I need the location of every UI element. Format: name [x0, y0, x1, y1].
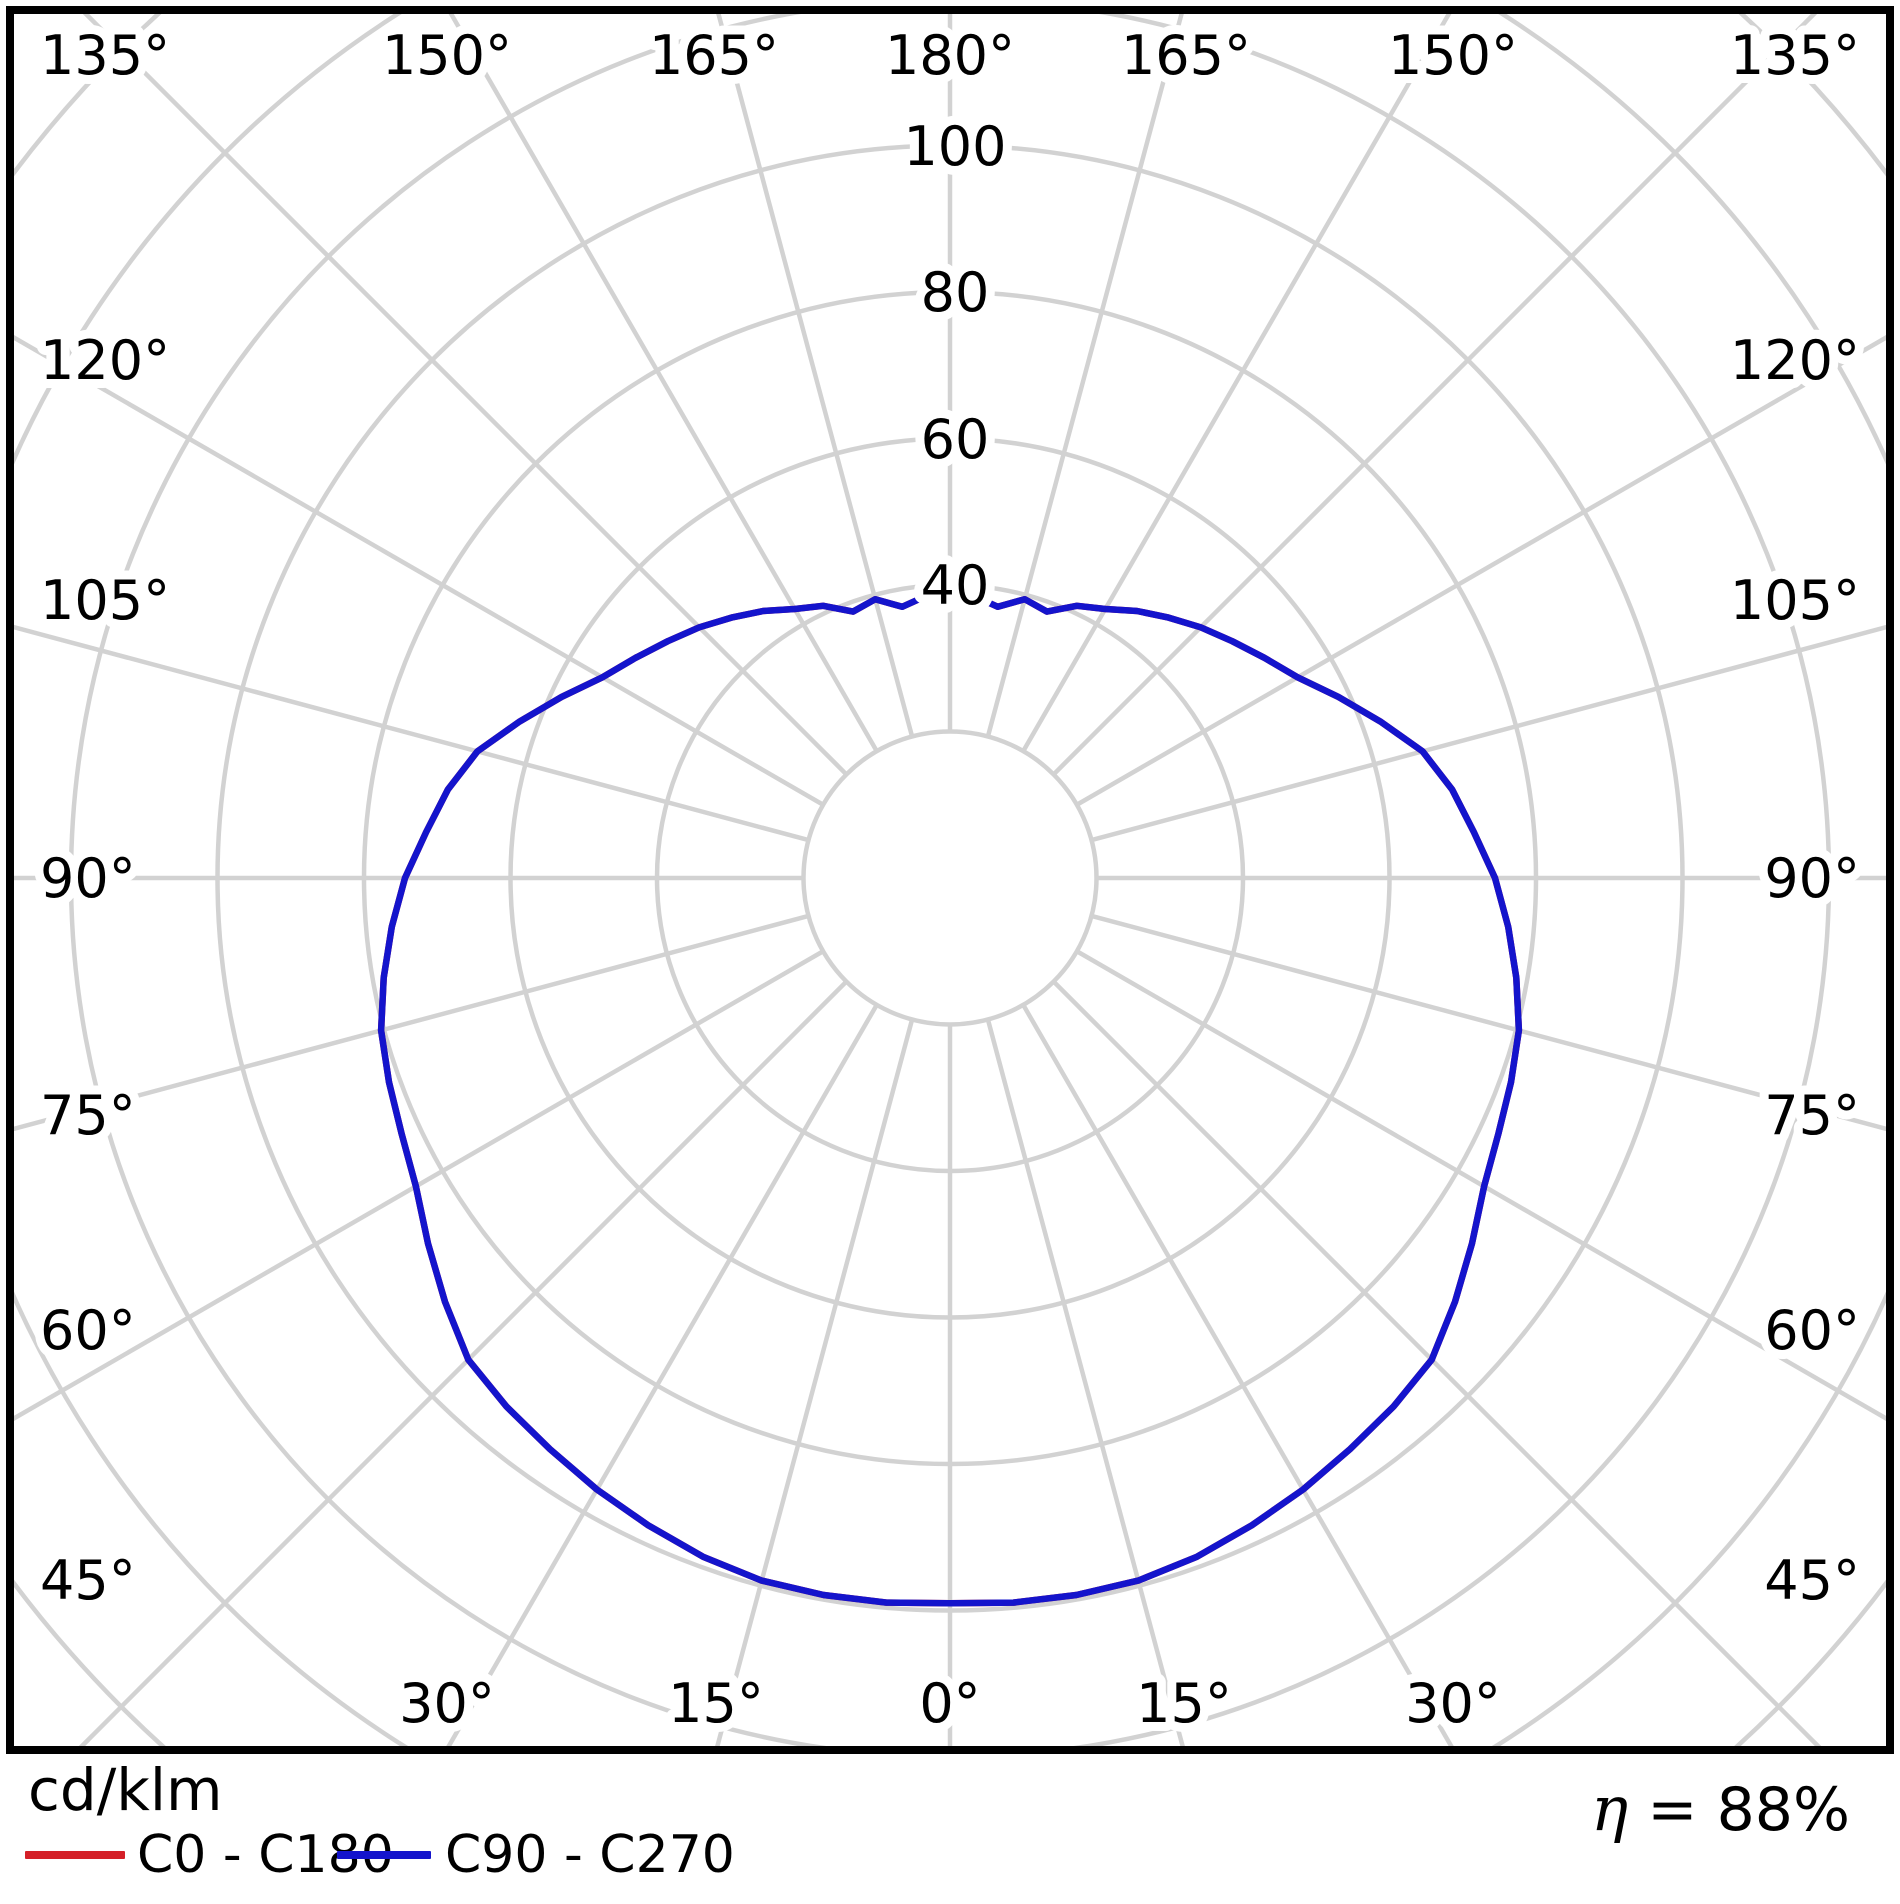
grid-ray-15 [1090, 913, 1886, 1132]
angle-label-45-bottom-right-corner: 45° [1764, 1549, 1860, 1612]
angle-label-90-left: 90° [40, 847, 136, 910]
grid-ray-165 [14, 913, 810, 1132]
angle-label-120-left: 120° [40, 329, 170, 392]
grid-ray-240 [448, 14, 879, 753]
legend: C0 - C180 C90 - C270 [25, 1820, 1225, 1890]
grid-ray-330 [1075, 335, 1886, 807]
angle-label-75-right: 75° [1764, 1084, 1860, 1147]
curves [377, 593, 1523, 1607]
grid-ray-135 [78, 980, 848, 1746]
grid-ray-345 [1090, 624, 1886, 843]
angle-label-75-left: 75° [40, 1084, 136, 1147]
grid-ray-210 [14, 335, 825, 807]
radial-tick-label-80: 80 [921, 261, 990, 324]
angle-label-45-bottom-left-corner: 45° [40, 1549, 136, 1612]
angle-label-90-right: 90° [1764, 847, 1860, 910]
legend-item-c90-c270: C90 - C270 [337, 1820, 735, 1890]
angle-label-15-bottom-left: 15° [668, 1672, 764, 1735]
c90-c270-curve [377, 593, 1523, 1607]
angle-label-105-right: 105° [1730, 569, 1860, 632]
angle-label-150-top-right: 150° [1388, 24, 1518, 87]
grid-ring-20 [801, 729, 1099, 1027]
grid-ray-30 [1075, 949, 1886, 1421]
angle-label-135-top-right-corner: 135° [1730, 24, 1860, 87]
angle-label-60-right: 60° [1764, 1299, 1860, 1362]
grid-ray-105 [715, 1018, 915, 1746]
grid-ray-45 [1052, 980, 1822, 1746]
angle-label-150-top-left: 150° [382, 24, 512, 87]
c90-c270-line-swatch [337, 1851, 431, 1859]
plot-frame [6, 6, 1894, 1754]
angle-label-165-top-left: 165° [649, 24, 779, 87]
units-label: cd/klm [28, 1756, 223, 1824]
legend-label-c90-c270: C90 - C270 [445, 1825, 735, 1885]
grid-ray-150 [14, 949, 825, 1421]
grid-ray-300 [1021, 14, 1452, 753]
angle-label-165-top-right: 165° [1121, 24, 1251, 87]
c0-c180-line-swatch [25, 1851, 125, 1859]
grid-ray-285 [985, 14, 1184, 738]
radial-tick-label-100: 100 [903, 115, 1006, 178]
radial-tick-label-60: 60 [921, 408, 990, 471]
grid-ray-75 [985, 1018, 1185, 1746]
radial-tick-label-40: 40 [921, 554, 990, 617]
grid-ray-315 [1052, 14, 1818, 776]
angle-label-0-bottom: 0° [919, 1672, 980, 1735]
grid-ray-60 [1021, 1003, 1454, 1746]
angle-label-135-top-left-corner: 135° [40, 24, 170, 87]
eta-symbol: η [1591, 1772, 1629, 1845]
grid-ray-195 [14, 624, 810, 843]
efficiency-label: η = 88% [1591, 1772, 1850, 1845]
eta-value: = 88% [1647, 1775, 1850, 1845]
grid-ray-225 [82, 14, 848, 776]
angle-label-60-left: 60° [40, 1299, 136, 1362]
grid-ray-120 [446, 1003, 879, 1746]
angle-label-120-right: 120° [1730, 329, 1860, 392]
angle-label-30-bottom-right: 30° [1405, 1672, 1501, 1735]
angle-label-15-bottom-right: 15° [1136, 1672, 1232, 1735]
angle-label-105-left: 105° [40, 569, 170, 632]
grid-ray-255 [716, 14, 915, 738]
angle-label-180-top: 180° [885, 24, 1015, 87]
angle-label-30-bottom-left: 30° [399, 1672, 495, 1735]
